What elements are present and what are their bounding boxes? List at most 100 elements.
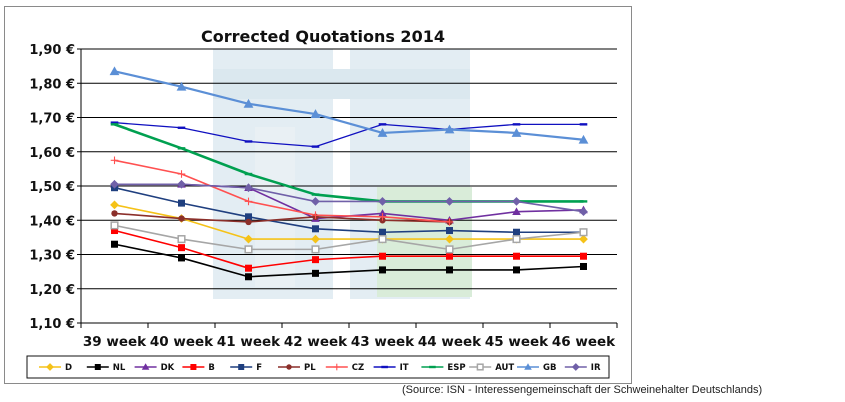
marker-gb — [176, 81, 187, 91]
marker-it — [378, 123, 387, 126]
marker-cz — [378, 213, 387, 221]
legend-item-aut: AUT — [469, 363, 514, 373]
watermark-green-block — [377, 187, 472, 297]
x-axis-ticks: 39 week 40 week 41 week 42 week 43 week 44 we… — [83, 334, 616, 350]
chart-svg: Corrected Quotations 2014 1,10 € 1,20 € 1,… — [26, 27, 618, 379]
legend-item-cz: CZ — [325, 363, 364, 373]
marker-nl — [178, 254, 185, 262]
marker-ir — [311, 197, 320, 206]
marker-d — [311, 234, 320, 244]
marker-gb — [243, 98, 254, 108]
series-line-f — [114, 186, 584, 234]
y-tick-label: 1,70 € — [29, 112, 75, 127]
x-tick-label: 39 week — [83, 334, 147, 350]
marker-it — [512, 123, 521, 126]
marker-dk — [512, 207, 521, 215]
marker-ir — [579, 207, 588, 217]
series-line-pl — [114, 212, 450, 223]
marker-it — [177, 126, 186, 129]
marker-nl — [513, 266, 520, 274]
marker-nl — [245, 273, 252, 281]
marker-nl — [111, 240, 118, 248]
legend-label-b: B — [208, 363, 214, 373]
y-tick-label: 1,30 € — [29, 249, 75, 264]
legend-item-nl: NL — [86, 363, 126, 373]
marker-aut — [579, 228, 588, 237]
series-aut — [110, 221, 588, 254]
series-cz — [110, 156, 454, 226]
watermark-band — [213, 69, 470, 99]
legend-marker-gb — [524, 363, 532, 370]
marker-f — [379, 228, 386, 236]
chart-title: Corrected Quotations 2014 — [201, 27, 445, 46]
legend-label-aut: AUT — [495, 363, 514, 373]
marker-b — [580, 252, 587, 260]
series-b — [111, 227, 587, 272]
chart-frame: Corrected Quotations 2014 1,10 € 1,20 € 1,… — [4, 6, 632, 384]
marker-it — [579, 123, 588, 126]
legend-marker-ir — [571, 363, 580, 371]
marker-pl — [111, 210, 118, 217]
marker-b — [312, 256, 319, 264]
series-line-aut — [114, 224, 584, 251]
marker-f — [245, 213, 252, 221]
legend-label-d: D — [65, 363, 72, 373]
marker-aut — [177, 235, 186, 244]
marker-pl — [245, 218, 252, 226]
y-tick-label: 1,40 € — [29, 214, 75, 229]
legend-item-f: F — [230, 363, 262, 373]
legend-item-d: D — [39, 363, 72, 373]
legend-label-dk: DK — [161, 363, 175, 373]
marker-f — [446, 227, 453, 235]
marker-d — [110, 200, 119, 210]
legend-label-it: IT — [400, 363, 409, 373]
legend-label-esp: ESP — [447, 363, 465, 373]
marker-d — [579, 234, 588, 244]
marker-aut — [110, 221, 119, 230]
marker-nl — [580, 262, 587, 270]
marker-f — [312, 225, 319, 233]
marker-gb — [377, 128, 388, 137]
series-line-ir — [114, 183, 584, 213]
legend-item-dk: DK — [134, 363, 175, 373]
legend-marker-b — [190, 364, 197, 370]
series-line-nl — [114, 243, 584, 278]
legend-label-f: F — [256, 363, 262, 373]
legend-item-gb: GB — [517, 363, 556, 373]
x-tick-label: 46 week — [552, 334, 616, 350]
marker-esp — [177, 147, 186, 150]
marker-aut — [378, 235, 387, 244]
series-line-cz — [114, 159, 450, 223]
legend-label-cz: CZ — [352, 363, 364, 373]
series-line-it — [114, 121, 584, 148]
marker-f — [513, 228, 520, 236]
legend-item-ir: IR — [564, 363, 601, 373]
x-tick-label: 43 week — [351, 334, 415, 350]
marker-b — [446, 252, 453, 260]
marker-nl — [312, 269, 319, 277]
marker-cz — [244, 197, 253, 206]
y-tick-label: 1,20 € — [29, 283, 75, 298]
legend-marker-nl — [94, 364, 101, 370]
marker-cz — [445, 218, 454, 226]
y-tick-label: 1,10 € — [29, 317, 75, 332]
series-ir — [110, 179, 588, 217]
legend-label-gb: GB — [543, 363, 556, 373]
marker-cz — [110, 156, 119, 165]
marker-aut — [311, 245, 320, 254]
x-tick-label: 45 week — [485, 334, 549, 350]
series-nl — [111, 240, 587, 281]
legend-marker-f — [238, 364, 245, 370]
marker-esp — [579, 200, 588, 203]
legend-box — [26, 355, 610, 379]
legend-marker-cz — [333, 363, 341, 371]
legend-label-ir: IR — [591, 363, 601, 373]
marker-dk — [378, 209, 387, 217]
y-tick-label: 1,60 € — [29, 146, 75, 161]
marker-gb — [511, 128, 522, 137]
legend-item-b: B — [182, 363, 215, 373]
x-tick-label: 44 week — [418, 334, 482, 350]
marker-aut — [512, 235, 521, 244]
legend-label-nl: NL — [113, 363, 126, 373]
grid-lines — [77, 48, 618, 328]
